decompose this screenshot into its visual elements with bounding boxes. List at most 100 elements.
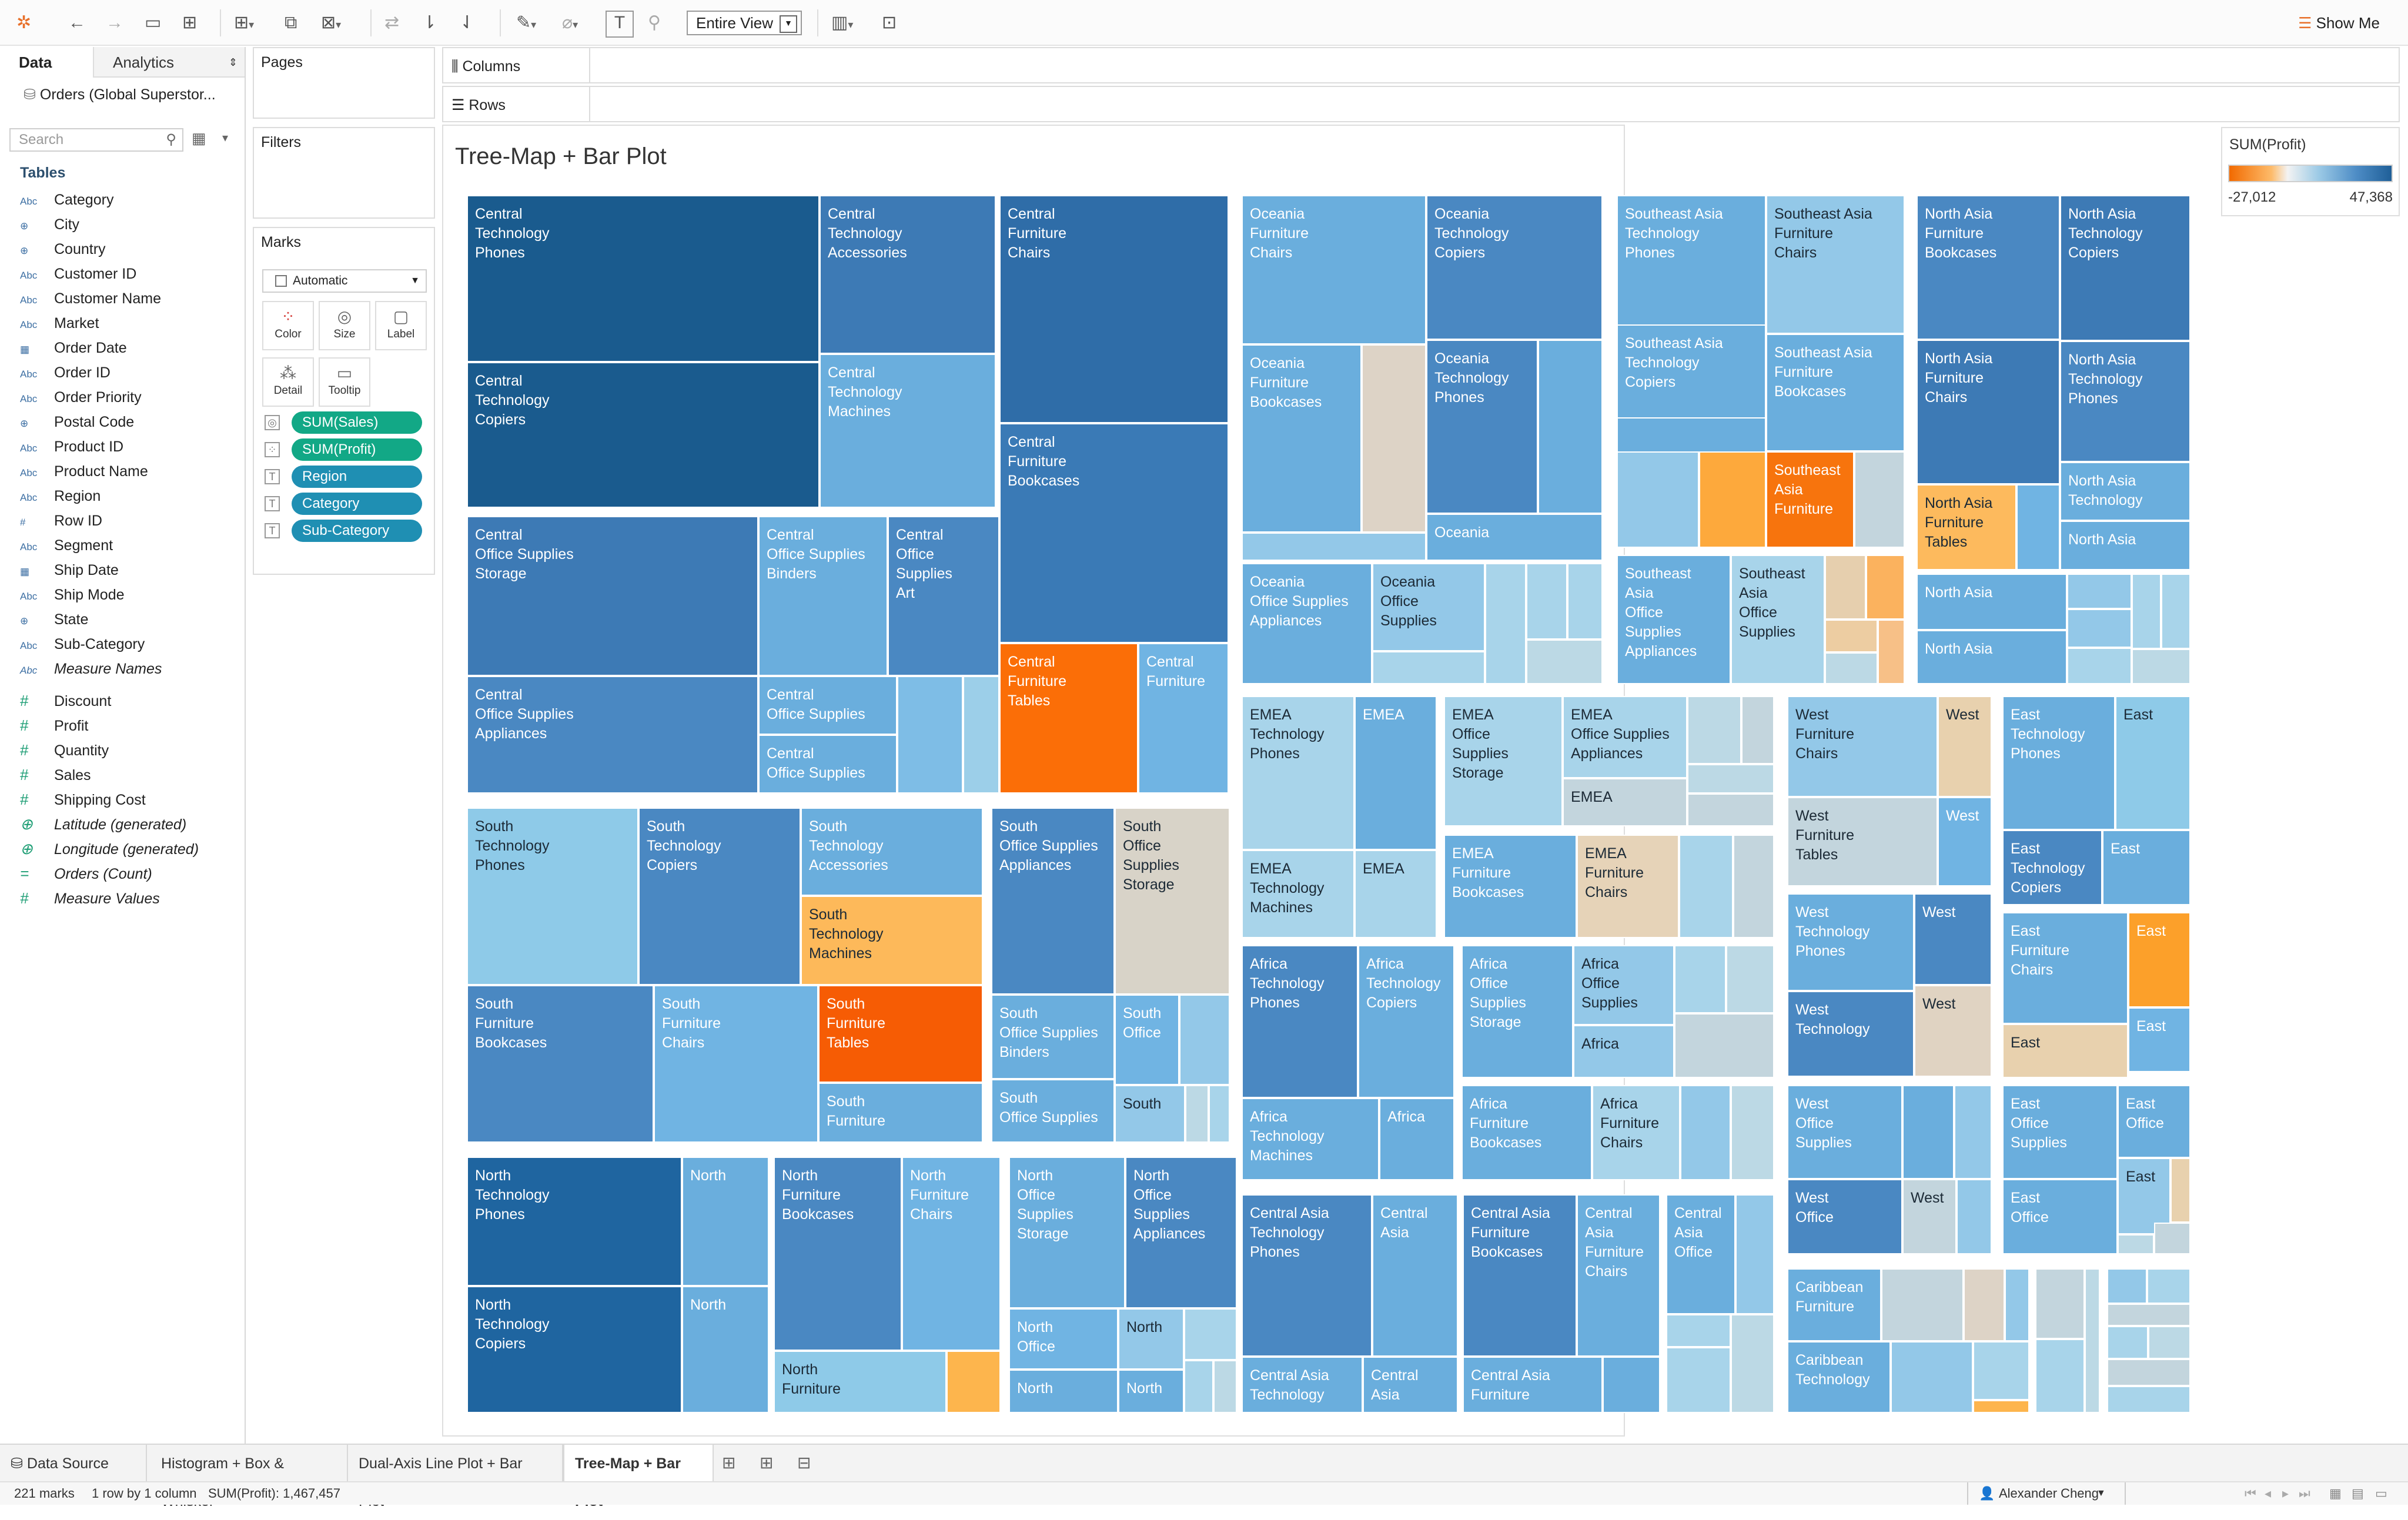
treemap-cell[interactable]: North Office Supplies Storage — [1009, 1157, 1125, 1308]
treemap-cell[interactable]: South Technology Copiers — [638, 808, 801, 985]
treemap-cell[interactable] — [2161, 574, 2190, 649]
treemap-cell[interactable] — [1866, 555, 1905, 620]
marks-pill[interactable]: SUM(Sales) — [292, 411, 422, 434]
new-story-icon[interactable]: ⊟ — [797, 1454, 811, 1472]
treemap-cell[interactable]: East Office — [2118, 1085, 2190, 1158]
treemap-cell[interactable]: South Technology Accessories — [801, 808, 983, 896]
treemap-cell[interactable]: North — [1118, 1308, 1184, 1370]
treemap-cell[interactable] — [1687, 794, 1774, 826]
treemap-cell[interactable]: East — [2128, 912, 2190, 1007]
fit-dropdown[interactable]: Entire View ▼ — [687, 11, 802, 35]
treemap-cell[interactable] — [1731, 1085, 1774, 1180]
field-item[interactable]: # Measure Values — [20, 886, 160, 910]
new-datasource-icon[interactable]: ⊞ — [182, 13, 198, 32]
field-item[interactable]: Abc Ship Mode — [20, 583, 125, 607]
treemap-cell[interactable]: South Office Supplies Appliances — [991, 808, 1115, 995]
treemap-cell[interactable]: West — [1938, 797, 1992, 886]
treemap-cell[interactable]: South Furniture — [818, 1083, 983, 1143]
treemap-cell[interactable]: Oceania — [1426, 514, 1603, 561]
treemap-cell[interactable] — [1674, 1013, 1774, 1078]
treemap-cell[interactable]: West Technology Phones — [1787, 893, 1914, 991]
treemap-cell[interactable]: West — [1938, 696, 1992, 797]
treemap-cell[interactable]: North Technology Copiers — [467, 1286, 682, 1413]
treemap-cell[interactable]: Central Technology Machines — [820, 354, 996, 508]
field-item[interactable]: Abc Sub-Category — [20, 632, 145, 656]
treemap-cell[interactable] — [2067, 648, 2132, 684]
treemap-cell[interactable]: Central Asia Furniture Bookcases — [1463, 1194, 1577, 1357]
treemap-cell[interactable]: EMEA — [1563, 778, 1687, 826]
treemap-cell[interactable]: Oceania Office Supplies Appliances — [1242, 563, 1372, 684]
treemap-cell[interactable]: Central Asia Technology Phones — [1242, 1194, 1372, 1357]
treemap-cell[interactable] — [1878, 620, 1905, 684]
treemap-cell[interactable] — [2067, 574, 2132, 609]
treemap-cell[interactable]: Africa Furniture Chairs — [1592, 1085, 1680, 1180]
treemap-cell[interactable]: East — [2102, 830, 2190, 905]
treemap-cell[interactable]: Southeast Asia Furniture — [1766, 451, 1854, 548]
treemap-cell[interactable] — [2016, 484, 2060, 570]
detail-button[interactable]: ⁂ Detail — [262, 357, 314, 407]
treemap-cell[interactable] — [2154, 1223, 2190, 1254]
treemap-cell[interactable]: West Technology — [1787, 991, 1914, 1077]
treemap-cell[interactable]: Africa Office Supplies Storage — [1461, 945, 1573, 1078]
treemap-cell[interactable]: North Office Supplies Appliances — [1125, 1157, 1237, 1308]
label-button[interactable]: ▢ Label — [375, 301, 427, 350]
treemap-cell[interactable] — [1603, 1357, 1660, 1413]
treemap-cell[interactable]: EMEA Furniture Chairs — [1577, 835, 1679, 938]
field-item[interactable]: Abc Region — [20, 484, 101, 508]
treemap-cell[interactable]: Central Asia Technology — [1242, 1357, 1363, 1413]
treemap-cell[interactable] — [2085, 1268, 2100, 1413]
treemap-cell[interactable]: Africa Technology Phones — [1242, 945, 1358, 1098]
treemap-cell[interactable] — [1485, 563, 1526, 684]
treemap-cell[interactable] — [1825, 555, 1866, 620]
treemap-cell[interactable]: Africa Technology Copiers — [1358, 945, 1454, 1098]
pages-card[interactable]: Pages — [253, 47, 435, 119]
treemap-cell[interactable]: East — [2128, 1007, 2190, 1072]
field-search-input[interactable]: Search ⚲ — [9, 128, 183, 152]
treemap-cell[interactable]: South Furniture Tables — [818, 985, 983, 1083]
field-item[interactable]: Abc Order Priority — [20, 386, 142, 409]
status-user[interactable]: Alexander Cheng — [1999, 1486, 2099, 1501]
treemap-cell[interactable] — [1679, 835, 1733, 938]
treemap-cell[interactable]: Southeast Asia Office Supplies Appliance… — [1617, 555, 1731, 684]
highlight-icon[interactable]: ✎▾ — [516, 13, 537, 32]
marks-pill[interactable]: SUM(Profit) — [292, 438, 422, 461]
treemap-cell[interactable]: EMEA Technology Phones — [1242, 696, 1354, 850]
field-item[interactable]: Abc Customer Name — [20, 287, 161, 310]
treemap-cell[interactable]: South Office — [1115, 995, 1179, 1085]
field-item[interactable]: Abc Customer ID — [20, 262, 136, 286]
treemap-cell[interactable]: East — [2115, 696, 2190, 830]
next-sheet-icon[interactable]: ▸ — [2282, 1486, 2289, 1501]
view-list-icon[interactable]: ▦ — [192, 129, 206, 147]
last-sheet-icon[interactable]: ⏭ — [2299, 1486, 2310, 1501]
field-item[interactable]: ⊕ Latitude (generated) — [20, 812, 186, 836]
treemap-cell[interactable]: East — [2002, 1024, 2128, 1078]
treemap-cell[interactable] — [1854, 451, 1905, 548]
redo-icon[interactable]: → — [106, 13, 123, 32]
treemap-cell[interactable]: North Furniture Bookcases — [774, 1157, 902, 1351]
marks-pill[interactable]: Sub-Category — [292, 520, 422, 542]
swap-rows-columns-icon[interactable]: ⇄ — [384, 13, 400, 32]
treemap-cell[interactable]: Central Asia Furniture — [1463, 1357, 1603, 1413]
treemap-cell[interactable]: EMEA Technology Machines — [1242, 850, 1354, 938]
treemap-cell[interactable] — [2107, 1304, 2190, 1326]
marks-pill[interactable]: Category — [292, 493, 422, 515]
treemap-cell[interactable] — [1213, 1360, 1237, 1413]
treemap-cell[interactable] — [1666, 1347, 1731, 1413]
marks-pill[interactable]: Region — [292, 466, 422, 488]
treemap-cell[interactable]: North Asia Furniture Bookcases — [1917, 195, 2060, 340]
treemap-cell[interactable]: Oceania Furniture Bookcases — [1242, 344, 1362, 533]
treemap-cell[interactable] — [2035, 1339, 2085, 1413]
pill-encoding-icon[interactable]: T — [265, 523, 280, 538]
treemap-cell[interactable]: Southeast Asia Furniture Chairs — [1766, 195, 1905, 334]
treemap-cell[interactable]: West — [1914, 985, 1992, 1077]
treemap-cell[interactable] — [1680, 1085, 1731, 1180]
treemap-cell[interactable] — [1567, 563, 1603, 640]
treemap-cell[interactable]: South Office Supplies Binders — [991, 995, 1115, 1079]
treemap-cell[interactable]: Africa Technology Machines — [1242, 1098, 1379, 1180]
treemap-cell[interactable]: Oceania Office Supplies — [1372, 563, 1485, 651]
presentation-mode-icon[interactable]: ⊡ — [882, 13, 897, 32]
treemap-cell[interactable]: South Office Supplies — [991, 1079, 1115, 1143]
treemap-cell[interactable] — [1741, 696, 1774, 764]
treemap-cell[interactable]: North Asia Technology Copiers — [2060, 195, 2190, 341]
show-me-button[interactable]: ☰ Show Me — [2298, 12, 2380, 34]
